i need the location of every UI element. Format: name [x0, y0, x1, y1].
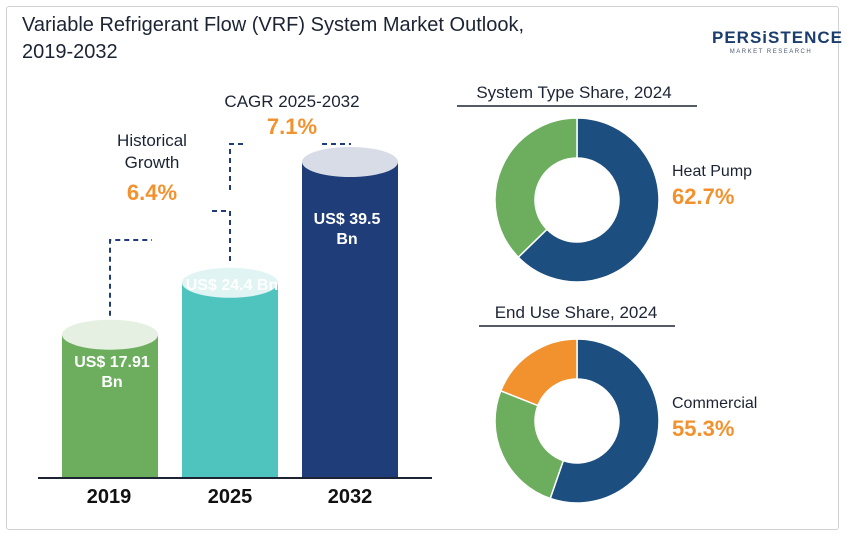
end-use-donut-title: End Use Share, 2024	[472, 302, 680, 324]
system-type-donut-title: System Type Share, 2024	[452, 82, 696, 104]
bar-2019	[62, 334, 158, 478]
bar-2032	[302, 162, 398, 478]
bar-2025	[182, 282, 278, 478]
chart-title-line-2: 2019-2032	[22, 41, 118, 63]
chart-title: Variable Refrigerant Flow (VRF) System M…	[22, 12, 662, 66]
bar-top-2019	[62, 319, 158, 350]
bar-top-2025	[182, 267, 278, 298]
logo-tagline: MARKET RESEARCH	[729, 49, 813, 55]
chart-title-line-1: Variable Refrigerant Flow (VRF) System M…	[22, 14, 525, 36]
cagr-label: CAGR 2025-2032	[224, 92, 360, 111]
cagr-connector	[229, 143, 351, 190]
heat-pump-share: 62.7%	[672, 184, 735, 209]
end-use-donut-slice-2	[494, 389, 565, 500]
x-tick-2019: 2019	[86, 486, 132, 508]
historical-growth-connector	[109, 210, 231, 316]
heat-pump-label: Heat Pump	[672, 163, 753, 180]
x-tick-2032: 2032	[327, 486, 373, 508]
bar-top-2032	[302, 147, 398, 177]
logo-wordmark: PERSiSTENCE	[712, 28, 843, 47]
persistence-logo: PERSiSTENCE MARKET RESEARCH	[712, 28, 843, 66]
system-type-donut-slice-2	[494, 117, 578, 259]
x-tick-2025: 2025	[207, 486, 253, 508]
bar-value-label-2025: US$ 24.4 Bn	[185, 277, 279, 294]
bar-value-label-2032: US$ 39.5 Bn	[313, 211, 381, 248]
cagr-value: 7.1%	[266, 114, 318, 139]
end-use-donut-slice-1	[549, 338, 660, 504]
historical-growth-value: 6.4%	[126, 180, 178, 205]
commercial-share: 55.3%	[672, 416, 735, 441]
commercial-label: Commercial	[672, 395, 758, 412]
system-type-donut-slice-1	[517, 117, 660, 283]
logo-tagline-row: MARKET RESEARCH	[712, 48, 830, 56]
historical-growth-label: Historical Growth	[117, 131, 187, 172]
bar-value-label-2019: US$ 17.91 Bn	[74, 354, 150, 391]
end-use-donut-slice-3	[499, 338, 578, 407]
